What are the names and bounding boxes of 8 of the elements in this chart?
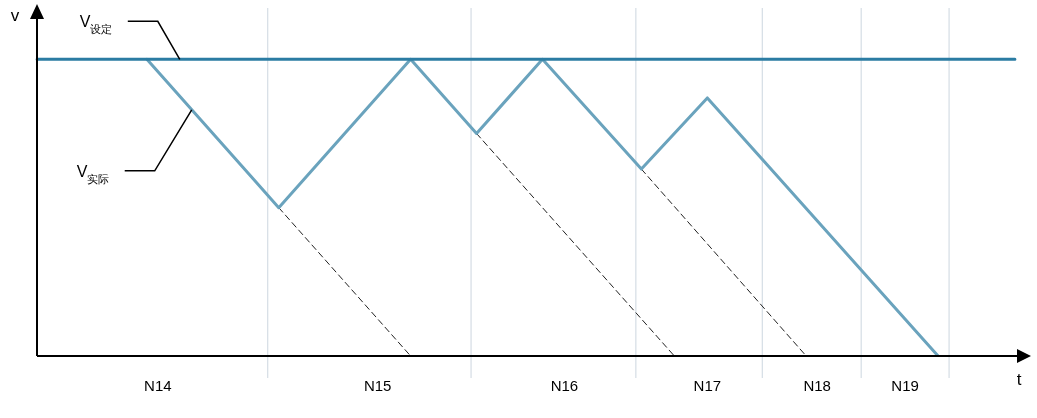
x-tick-label: N18: [803, 377, 831, 395]
x-tick-label: N16: [550, 377, 579, 395]
x-tick-label: N15: [363, 377, 392, 395]
x-tick-label: N14: [144, 377, 172, 395]
x-tick-label: N19: [891, 377, 919, 395]
x-tick-label: N17: [693, 377, 722, 395]
x-axis-title: t: [1016, 369, 1022, 389]
y-axis-title: v: [10, 5, 20, 25]
